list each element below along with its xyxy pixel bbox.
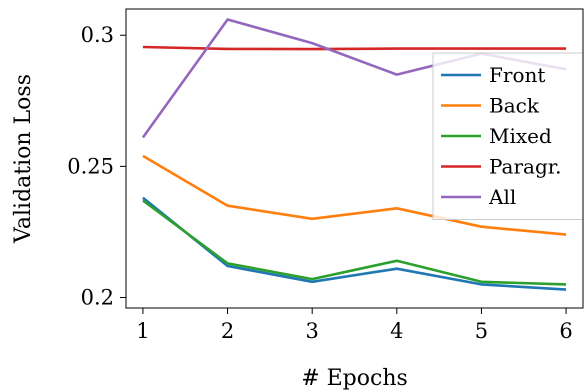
legend-item: Front xyxy=(441,63,545,87)
x-tick-label: 2 xyxy=(221,319,234,343)
series-line-front xyxy=(142,196,567,291)
legend-label: Mixed xyxy=(489,124,552,148)
legend-label: All xyxy=(488,185,516,209)
x-axis-label: # Epochs xyxy=(301,366,408,391)
x-tick-label: 6 xyxy=(559,319,572,343)
series-line-mixed xyxy=(142,199,567,286)
x-tick-label: 4 xyxy=(390,319,403,343)
legend-item: Back xyxy=(441,94,540,118)
x-tick-label: 3 xyxy=(305,319,318,343)
legend-label: Back xyxy=(489,94,540,118)
x-tick-label: 5 xyxy=(475,319,488,343)
y-tick-label: 0.25 xyxy=(67,154,114,178)
y-axis-label: Validation Loss xyxy=(11,74,36,244)
x-tick-label: 1 xyxy=(136,319,149,343)
series-line-back xyxy=(142,154,567,236)
y-tick-label: 0.2 xyxy=(81,286,114,310)
legend-item: Mixed xyxy=(441,124,552,148)
plot-frame xyxy=(125,8,584,309)
series-line-paragr xyxy=(142,45,567,51)
x-axis-ticks: 1 2 3 4 5 6 xyxy=(136,308,573,343)
legend-item: Paragr. xyxy=(441,155,562,179)
legend-label: Front xyxy=(489,63,545,87)
legend-item: All xyxy=(441,185,516,209)
legend-label: Paragr. xyxy=(489,155,562,179)
y-tick-label: 0.3 xyxy=(81,23,114,47)
y-axis-ticks: 0.2 0.25 0.3 xyxy=(67,23,126,310)
legend: Front Back Mixed Paragr. All xyxy=(441,63,562,209)
